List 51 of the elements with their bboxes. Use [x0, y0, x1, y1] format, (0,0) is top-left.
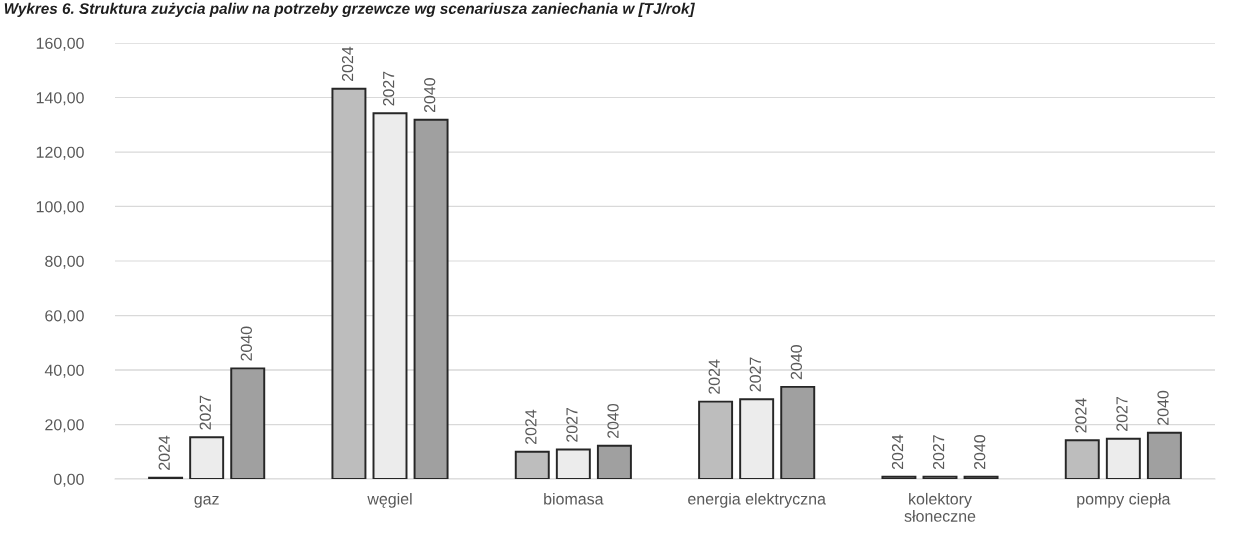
bar	[555, 448, 591, 479]
text: 2040	[424, 77, 436, 113]
bar	[780, 385, 816, 479]
y-tick-label: 140,00	[36, 92, 84, 106]
y-tick-label: 160,00	[36, 37, 84, 51]
text: 2027	[382, 71, 395, 106]
bar	[739, 398, 775, 479]
y-tick-label: 40,00	[44, 364, 84, 378]
bar	[514, 450, 550, 479]
y-tick-label: 20,00	[45, 419, 84, 433]
bar	[1105, 437, 1141, 479]
text: 2024	[1075, 398, 1087, 433]
bar	[189, 436, 225, 479]
text: 2040	[790, 345, 803, 380]
bar	[963, 475, 999, 479]
text: 2040	[974, 434, 986, 470]
x-tick-label: biomasa	[544, 492, 604, 505]
text: 2024	[158, 435, 170, 470]
text: 2040	[607, 403, 619, 439]
text: 2040	[240, 326, 253, 361]
bar	[698, 400, 734, 479]
x-tick-label: gaz	[194, 495, 219, 508]
y-tick-label: 0,00	[53, 473, 84, 487]
text: 2027	[199, 395, 211, 430]
y-tick-label: 100,00	[36, 201, 84, 215]
x-tick-label: kolektory słoneczne	[904, 492, 976, 522]
text: 2024	[525, 409, 537, 444]
bar	[1146, 431, 1182, 479]
y-tick-label: 60,00	[45, 310, 84, 324]
text: 2024	[708, 359, 720, 394]
text: 2027	[566, 407, 578, 442]
bar	[331, 87, 367, 479]
bar	[372, 112, 408, 479]
text: 2024	[341, 46, 354, 82]
x-tick-label: pompy ciepła	[1077, 492, 1171, 508]
text: 2027	[932, 435, 945, 470]
bar	[881, 475, 917, 479]
chart-title: Wykres 6. Struktura zużycia paliw na potrzeby grzewcze wg scenariusza zaniechania w [TJ/rok]	[4, 2, 695, 17]
text: 2024	[891, 434, 904, 470]
bar	[230, 367, 266, 479]
bar	[1064, 439, 1100, 479]
bar	[922, 475, 958, 479]
y-tick-label: 120,00	[36, 146, 84, 160]
x-tick-label: energia elektryczna	[688, 492, 826, 508]
bar	[596, 444, 632, 479]
text: 2027	[1116, 397, 1128, 431]
x-tick-label: węgiel	[367, 492, 412, 508]
text: 2027	[749, 357, 761, 392]
y-tick-label: 80,00	[45, 255, 84, 269]
bar	[413, 118, 449, 479]
text: 2040	[1157, 390, 1169, 425]
